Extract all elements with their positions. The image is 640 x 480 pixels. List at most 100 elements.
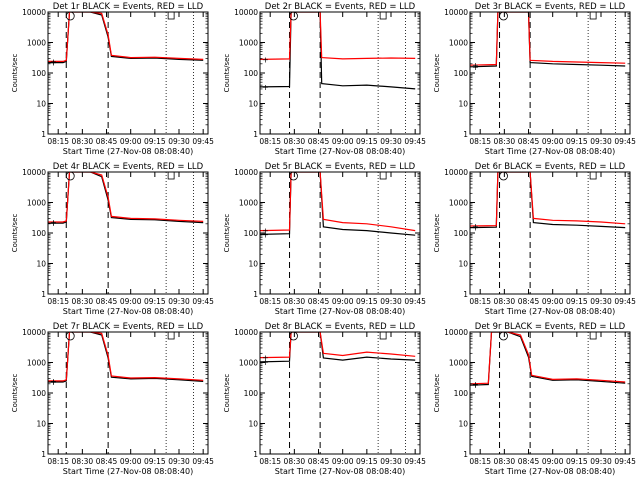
xtick-label: 09:30 bbox=[380, 137, 402, 146]
end-marker bbox=[589, 171, 597, 180]
plot-frame bbox=[47, 11, 209, 135]
ytick-label: 1 bbox=[253, 290, 258, 299]
xtick-label: 09:45 bbox=[192, 297, 214, 306]
xtick-label: 08:30 bbox=[284, 137, 306, 146]
ytick-label: 1 bbox=[253, 130, 258, 139]
series-events bbox=[470, 12, 626, 68]
xtick-label: 08:30 bbox=[284, 457, 306, 466]
xtick-label: 09:45 bbox=[614, 137, 636, 146]
end-marker bbox=[589, 331, 597, 340]
start-marker bbox=[65, 171, 75, 181]
start-marker bbox=[499, 11, 508, 21]
end-marker bbox=[379, 331, 387, 340]
series-marker: + bbox=[50, 219, 57, 228]
panel-det-5: Det 5r BLACK = Events, RED = LLD++110100… bbox=[223, 162, 426, 316]
xtick-label: 08:30 bbox=[494, 297, 516, 306]
ytick-label: 1000 bbox=[239, 199, 258, 208]
xtick-label: 08:30 bbox=[494, 457, 516, 466]
xtick-label: 09:15 bbox=[566, 137, 588, 146]
ytick-label: 10 bbox=[248, 260, 258, 269]
xtick-label: 08:15 bbox=[259, 297, 281, 306]
xtick-label: 08:45 bbox=[308, 297, 330, 306]
xtick-label: 08:30 bbox=[72, 457, 94, 466]
y-axis-label: Counts/sec bbox=[433, 214, 441, 253]
y-axis-label: Counts/sec bbox=[11, 374, 19, 413]
ytick-label: 1000 bbox=[449, 39, 468, 48]
panel-det-9: Det 9r BLACK = Events, RED = LLD++110100… bbox=[433, 322, 636, 476]
xtick-label: 08:15 bbox=[47, 457, 69, 466]
ytick-label: 10 bbox=[458, 260, 468, 269]
xtick-label: 08:30 bbox=[72, 137, 94, 146]
series-marker: + bbox=[50, 377, 57, 386]
ytick-label: 10000 bbox=[444, 8, 468, 17]
ytick-label: 1 bbox=[463, 130, 468, 139]
end-marker bbox=[379, 171, 387, 180]
panel-title: Det 3r BLACK = Events, RED = LLD bbox=[475, 2, 626, 12]
ytick-label: 10000 bbox=[22, 8, 46, 17]
ytick-label: 100 bbox=[32, 69, 47, 78]
xtick-label: 09:45 bbox=[614, 457, 636, 466]
xtick-label: 09:30 bbox=[168, 137, 190, 146]
plot-frame bbox=[47, 171, 209, 295]
xtick-label: 09:30 bbox=[590, 297, 612, 306]
ytick-label: 1000 bbox=[449, 199, 468, 208]
start-marker bbox=[499, 171, 508, 181]
ytick-label: 1 bbox=[463, 450, 468, 459]
panel-det-8: Det 8r BLACK = Events, RED = LLD ++1 10 100… bbox=[223, 322, 426, 476]
y-axis-label: Counts/sec bbox=[433, 54, 441, 93]
start-marker bbox=[65, 331, 75, 341]
series-marker: + bbox=[472, 61, 479, 70]
xtick-label: 09:30 bbox=[590, 137, 612, 146]
xtick-label: 08:30 bbox=[494, 137, 516, 146]
xtick-label: 08:15 bbox=[469, 137, 491, 146]
series-marker: + bbox=[50, 59, 57, 68]
xtick-label: 09:15 bbox=[144, 137, 166, 146]
panel-det-1: Det 1r BLACK = Events, RED = LLD++110100… bbox=[11, 2, 214, 156]
end-marker bbox=[167, 11, 175, 20]
ytick-label: 1 bbox=[41, 450, 46, 459]
series-marker: + bbox=[262, 354, 269, 363]
ytick-label: 1000 bbox=[239, 359, 258, 368]
series-lld bbox=[48, 12, 204, 62]
xtick-label: 09:30 bbox=[590, 457, 612, 466]
panel-title: Det 8r BLACK = Events, RED = LLD bbox=[265, 322, 416, 332]
series-marker: + bbox=[472, 381, 479, 390]
panel-det-4: Det 4r BLACK = Events, RED = LLD++110100… bbox=[11, 162, 214, 316]
series-marker: + bbox=[472, 224, 479, 233]
xtick-label: 09:15 bbox=[144, 297, 166, 306]
ytick-label: 10000 bbox=[444, 328, 468, 337]
series-events bbox=[470, 332, 626, 386]
x-axis-label: Start Time (27-Nov-08 08:08:40) bbox=[63, 147, 193, 156]
xtick-label: 09:45 bbox=[404, 137, 426, 146]
plot-frame bbox=[469, 11, 631, 135]
y-axis-label: Counts/sec bbox=[11, 54, 19, 93]
series-marker: + bbox=[472, 222, 479, 231]
ytick-label: 10 bbox=[36, 260, 46, 269]
panel-det-7: Det 7r BLACK = Events, RED = LLD++110100… bbox=[11, 322, 214, 476]
ytick-label: 1000 bbox=[27, 39, 46, 48]
series-marker: + bbox=[262, 55, 269, 64]
xtick-label: 08:45 bbox=[96, 137, 118, 146]
series-marker: + bbox=[472, 63, 479, 72]
end-marker bbox=[167, 171, 175, 180]
ytick-label: 1 bbox=[253, 450, 258, 459]
x-axis-label: Start Time (27-Nov-08 08:08:40) bbox=[275, 467, 405, 476]
ytick-label: 10000 bbox=[234, 8, 258, 17]
plot-frame bbox=[259, 331, 421, 455]
series-marker: + bbox=[50, 218, 57, 227]
xtick-label: 08:45 bbox=[96, 457, 118, 466]
ytick-label: 100 bbox=[32, 389, 47, 398]
xtick-label: 08:45 bbox=[518, 137, 540, 146]
y-axis-label: Counts/sec bbox=[223, 54, 231, 93]
plot-frame bbox=[469, 331, 631, 455]
x-axis-label: Start Time (27-Nov-08 08:08:40) bbox=[485, 147, 615, 156]
ytick-label: 100 bbox=[454, 69, 469, 78]
series-lld bbox=[260, 172, 416, 232]
xtick-label: 09:00 bbox=[120, 297, 142, 306]
x-axis-label: Start Time (27-Nov-08 08:08:40) bbox=[275, 147, 405, 156]
series-lld bbox=[48, 332, 204, 382]
xtick-label: 09:30 bbox=[380, 297, 402, 306]
xtick-label: 08:45 bbox=[518, 457, 540, 466]
series-marker: + bbox=[262, 358, 269, 367]
plot-frame bbox=[469, 171, 631, 295]
